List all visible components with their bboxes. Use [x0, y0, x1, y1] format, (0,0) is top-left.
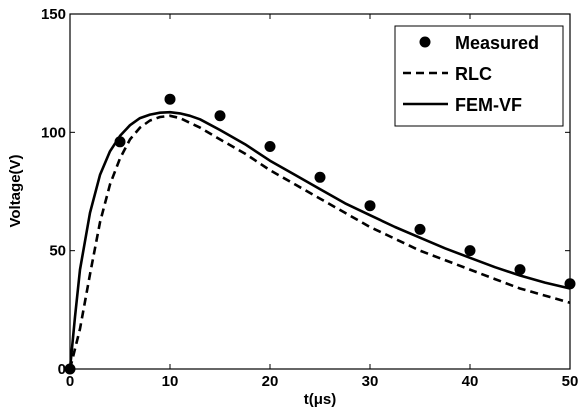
marker-measured [564, 278, 576, 290]
marker-measured [114, 136, 126, 148]
x-tick-label: 0 [66, 373, 74, 390]
marker-measured [64, 363, 76, 375]
series-lines [68, 110, 571, 370]
y-tick-label: 0 [58, 361, 66, 378]
legend-label-measured: Measured [455, 33, 539, 53]
x-tick-label: 50 [562, 373, 579, 390]
marker-measured [364, 200, 376, 212]
x-tick-label: 20 [262, 373, 279, 390]
x-tick-label: 30 [362, 373, 379, 390]
x-axis-label: t(μs) [304, 391, 337, 408]
y-tick-label: 100 [41, 124, 66, 141]
legend: Measured RLC FEM-VF [394, 25, 564, 127]
marker-measured [514, 264, 526, 276]
line-rlc [68, 114, 571, 370]
marker-measured [214, 110, 226, 122]
marker-measured [264, 141, 276, 153]
marker-measured [414, 223, 426, 235]
legend-label-rlc: RLC [455, 64, 492, 84]
legend-marker-measured [419, 36, 431, 48]
axis-ticks: 0 10 20 30 40 50 0 50 100 150 [41, 6, 578, 390]
y-tick-label: 150 [41, 6, 66, 23]
marker-measured [164, 93, 176, 105]
x-tick-label: 10 [162, 373, 179, 390]
line-fem-vf [68, 110, 571, 370]
y-axis-label: Voltage(V) [7, 154, 24, 227]
series-markers [64, 93, 576, 375]
legend-label-fem-vf: FEM-VF [455, 95, 522, 115]
x-tick-label: 40 [462, 373, 479, 390]
marker-measured [314, 171, 326, 183]
y-tick-label: 50 [49, 243, 66, 260]
marker-measured [464, 245, 476, 257]
